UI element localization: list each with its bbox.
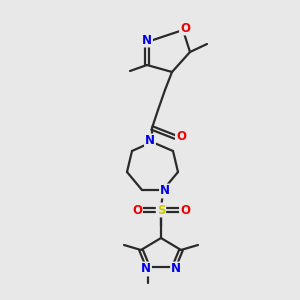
Text: O: O (132, 203, 142, 217)
Text: N: N (160, 184, 170, 197)
Text: N: N (141, 262, 151, 275)
Text: N: N (145, 134, 155, 148)
Text: O: O (180, 203, 190, 217)
Text: N: N (171, 262, 181, 275)
Text: O: O (180, 22, 190, 34)
Text: N: N (142, 34, 152, 46)
Text: S: S (157, 203, 165, 217)
Text: O: O (176, 130, 186, 143)
